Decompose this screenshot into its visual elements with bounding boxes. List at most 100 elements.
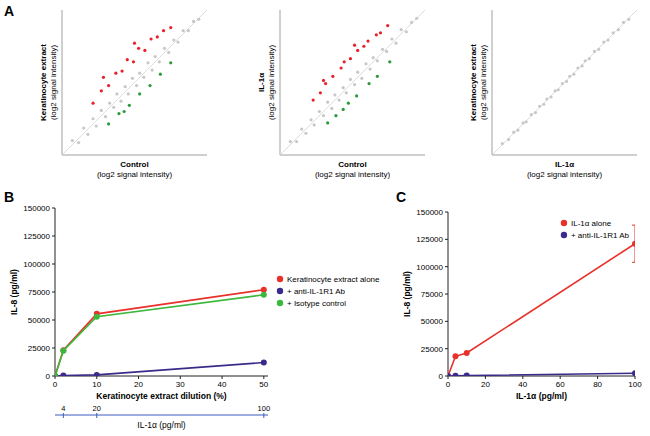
point xyxy=(55,373,58,376)
series-line xyxy=(55,290,264,376)
point xyxy=(132,60,135,63)
legend-label: + anti-IL-1R1 Ab xyxy=(571,231,630,240)
point xyxy=(60,372,66,376)
point xyxy=(516,129,519,132)
panel-label: A xyxy=(4,3,14,19)
y-tick-label: 50000 xyxy=(421,317,444,326)
point xyxy=(400,28,403,31)
point xyxy=(597,48,600,51)
x-tick xyxy=(597,376,598,379)
point xyxy=(334,114,337,117)
point xyxy=(304,132,307,135)
point xyxy=(345,91,348,94)
point xyxy=(95,124,98,127)
point xyxy=(360,77,363,80)
point xyxy=(55,373,58,376)
scatter-panel: IL-1α(log2 signal intensity)Control(log2… xyxy=(257,10,425,179)
panel-label: C xyxy=(396,189,406,205)
x-tick-label: 0 xyxy=(53,380,58,389)
x-tick-label: 10 xyxy=(92,380,101,389)
point xyxy=(557,88,560,91)
point xyxy=(538,105,541,108)
y-axis-line xyxy=(62,10,63,155)
point xyxy=(410,21,413,24)
point xyxy=(169,26,172,29)
point xyxy=(107,84,110,87)
point xyxy=(366,39,369,42)
y-axis-line xyxy=(280,10,281,155)
x-tick-label: 20 xyxy=(134,380,143,389)
point xyxy=(545,97,548,100)
point xyxy=(131,77,134,80)
point xyxy=(326,121,329,124)
point xyxy=(187,29,190,32)
point xyxy=(464,373,470,376)
point xyxy=(115,92,118,95)
error-cap xyxy=(632,225,635,226)
point xyxy=(448,373,451,376)
series-line xyxy=(55,295,264,376)
y-tick-label: 100000 xyxy=(23,260,50,269)
y-tick xyxy=(445,239,448,240)
point xyxy=(151,68,154,71)
point xyxy=(100,89,103,92)
point xyxy=(376,59,379,62)
x-tick-label: 30 xyxy=(176,380,185,389)
point xyxy=(405,30,408,33)
point xyxy=(576,66,579,69)
x-tick xyxy=(263,376,264,379)
point xyxy=(364,62,367,65)
x2-tick-label: 4 xyxy=(61,404,65,413)
point xyxy=(156,35,159,38)
point xyxy=(102,76,105,79)
y-axis-label: IL-8 (pg/ml) xyxy=(9,269,19,315)
point xyxy=(319,91,322,94)
legend: IL-1α alone+ anti-IL-1R1 Ab xyxy=(561,219,630,240)
legend-label: + Isotype control xyxy=(287,299,346,308)
y-tick-label: 0 xyxy=(46,372,51,381)
point xyxy=(182,29,185,32)
point xyxy=(91,117,94,120)
x-tick-label: 0 xyxy=(446,380,451,389)
point xyxy=(342,108,345,111)
x-axis-label: IL-1α xyxy=(555,160,574,169)
point xyxy=(330,107,333,110)
diagonal xyxy=(280,10,425,155)
y-tick xyxy=(52,264,55,265)
y-tick xyxy=(52,236,55,237)
point xyxy=(261,292,267,298)
point xyxy=(104,115,107,118)
y-axis-label: IL-8 (pg/ml) xyxy=(402,271,412,317)
y-tick-label: 25000 xyxy=(28,344,51,353)
x-axis-line xyxy=(492,155,637,156)
point xyxy=(108,102,111,105)
point xyxy=(342,86,345,89)
point xyxy=(197,18,200,21)
x-axis-line xyxy=(280,155,425,156)
y-axis-label: Keratinocyte extract xyxy=(39,44,48,121)
plot-area xyxy=(62,10,207,155)
point xyxy=(158,60,161,63)
x-tick xyxy=(560,376,561,379)
point xyxy=(77,141,80,144)
legend-label: Keratinocyte extract alone xyxy=(287,275,380,284)
point xyxy=(622,21,625,24)
x2-axis-label: IL-1α (pg/ml) xyxy=(137,420,186,430)
point xyxy=(322,79,325,82)
x-tick xyxy=(522,376,523,379)
point xyxy=(512,131,515,134)
y-tick xyxy=(445,321,448,322)
point xyxy=(349,57,352,60)
point xyxy=(347,102,350,105)
y-tick-label: 50000 xyxy=(28,316,51,325)
error-bar xyxy=(632,225,635,262)
point xyxy=(312,99,315,102)
x-axis-label: (log2 signal intensity) xyxy=(315,170,390,179)
panel-label: B xyxy=(4,189,14,205)
y-tick-label: 75000 xyxy=(28,288,51,297)
point xyxy=(169,61,172,64)
x2-tick-label: 100 xyxy=(258,404,271,413)
y-tick xyxy=(52,320,55,321)
y-tick-label: 125000 xyxy=(23,232,50,241)
x-tick-label: 100 xyxy=(628,380,642,389)
